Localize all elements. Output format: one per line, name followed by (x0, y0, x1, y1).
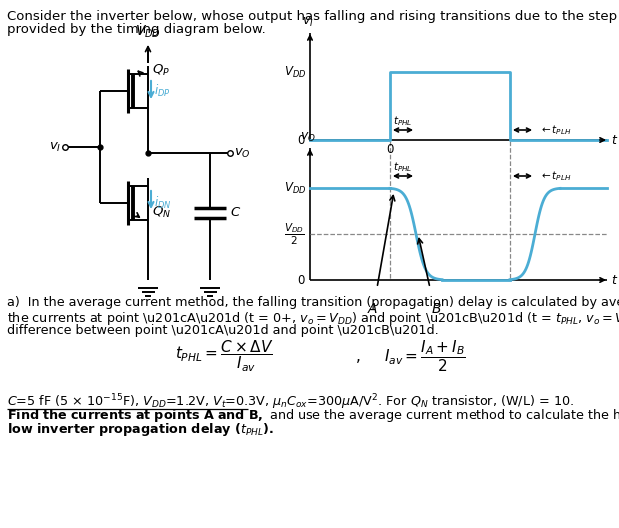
Text: $0$: $0$ (386, 143, 394, 156)
Text: $v_O$: $v_O$ (234, 146, 251, 159)
Text: $t_{PHL}$: $t_{PHL}$ (393, 160, 413, 174)
Text: B: B (431, 302, 441, 316)
Text: $v_I$: $v_I$ (49, 140, 61, 154)
Text: low inverter propagation delay ($t_{PHL}$).: low inverter propagation delay ($t_{PHL}… (7, 421, 274, 438)
Text: $0$: $0$ (297, 134, 306, 146)
Text: ,     $I_{av} = \dfrac{I_A + I_B}{2}$: , $I_{av} = \dfrac{I_A + I_B}{2}$ (355, 338, 466, 374)
Text: provided by the timing diagram below.: provided by the timing diagram below. (7, 23, 266, 36)
Text: $i_{DP}$: $i_{DP}$ (154, 83, 171, 99)
Text: $t$: $t$ (611, 274, 618, 287)
Text: $\dfrac{V_{DD}}{2}$: $\dfrac{V_{DD}}{2}$ (284, 221, 305, 247)
Text: $\leftarrow t_{PLH}$: $\leftarrow t_{PLH}$ (539, 123, 571, 137)
Text: A: A (367, 302, 377, 316)
Text: $v_I$: $v_I$ (302, 16, 314, 29)
Text: $V_{DD}$: $V_{DD}$ (135, 24, 161, 40)
Text: $C$=5 fF (5 $\times$ 10$^{-15}$F), $V_{DD}$=1.2V, $V_t$=0.3V, $\mu_n C_{ox}$=300: $C$=5 fF (5 $\times$ 10$^{-15}$F), $V_{D… (7, 392, 574, 412)
Text: a)  In the average current method, the falling transition (propagation) delay is: a) In the average current method, the fa… (7, 296, 619, 309)
Text: $V_{DD}$: $V_{DD}$ (284, 64, 306, 80)
Text: $0$: $0$ (297, 274, 306, 287)
Text: $t_{PHL} = \dfrac{C \times \Delta V}{I_{av}}$: $t_{PHL} = \dfrac{C \times \Delta V}{I_{… (175, 338, 274, 374)
Text: Consider the inverter below, whose output has falling and rising transitions due: Consider the inverter below, whose outpu… (7, 10, 619, 23)
Text: $Q_P$: $Q_P$ (152, 62, 170, 78)
Text: $v_O$: $v_O$ (300, 131, 316, 144)
Text: $C$: $C$ (230, 206, 241, 220)
Text: $Q_N$: $Q_N$ (152, 205, 171, 220)
Text: $t$: $t$ (611, 134, 618, 146)
Text: $\leftarrow t_{PLH}$: $\leftarrow t_{PLH}$ (539, 169, 571, 183)
Text: $t_{PHL}$: $t_{PHL}$ (393, 114, 413, 128)
Text: $i_{DN}$: $i_{DN}$ (154, 195, 171, 211)
Text: difference between point \u201cA\u201d and point \u201cB\u201d.: difference between point \u201cA\u201d a… (7, 324, 439, 337)
Text: the currents at point \u201cA\u201d (t = 0+, $v_o = V_{DD}$) and point \u201cB\u: the currents at point \u201cA\u201d (t =… (7, 310, 619, 327)
Text: $\mathbf{Find\ the\ currents\ at\ points\ A\ and\ B,}$ and use the average curre: $\mathbf{Find\ the\ currents\ at\ points… (7, 407, 619, 424)
Text: $V_{DD}$: $V_{DD}$ (284, 181, 306, 195)
